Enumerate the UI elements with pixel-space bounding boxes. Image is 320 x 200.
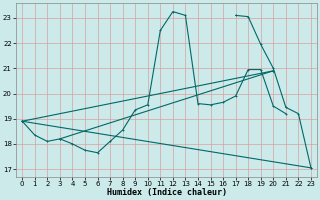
X-axis label: Humidex (Indice chaleur): Humidex (Indice chaleur) xyxy=(107,188,227,197)
